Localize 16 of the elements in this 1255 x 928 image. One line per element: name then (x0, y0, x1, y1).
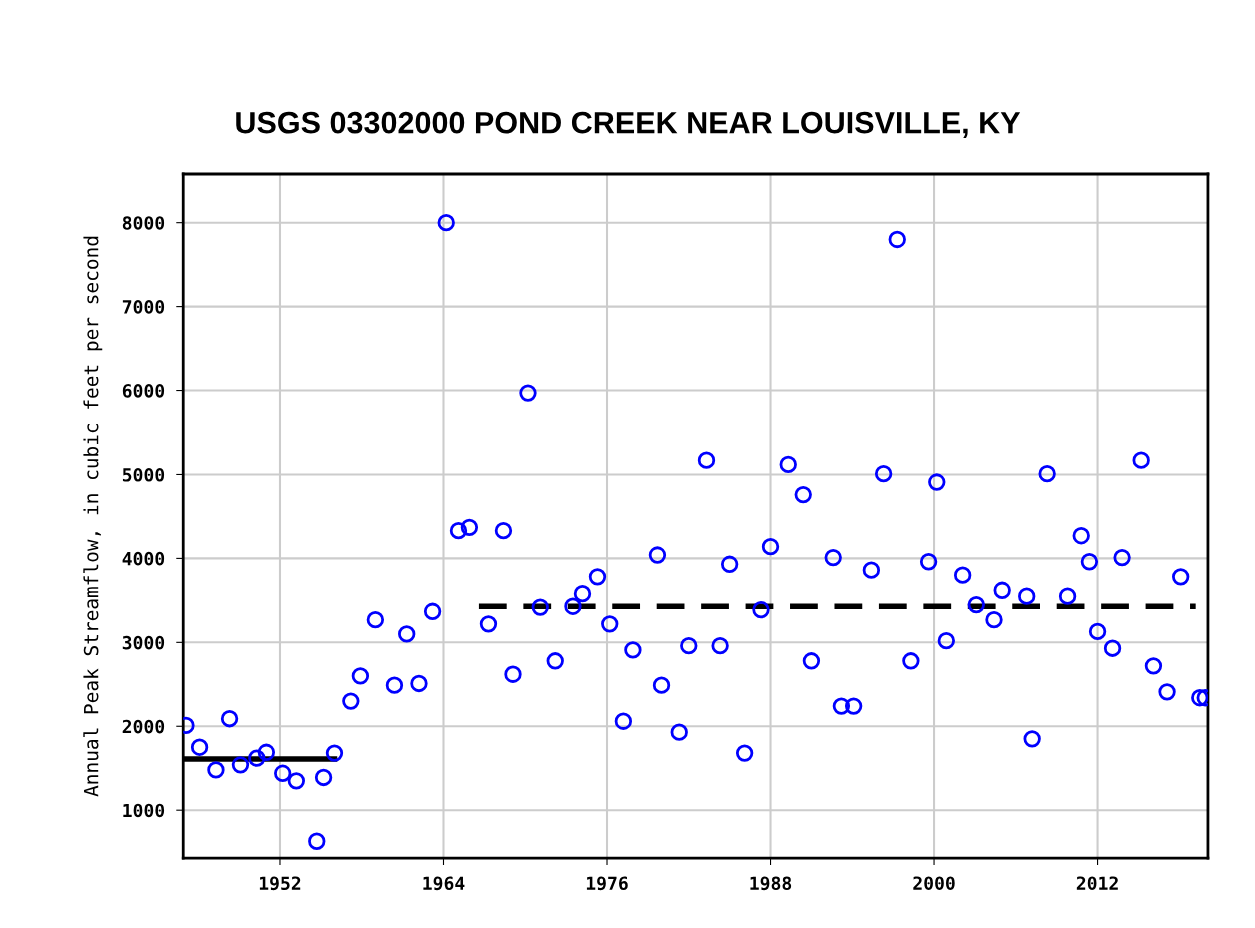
y-tick-label: 3000 (122, 635, 165, 650)
y-axis-title: Annual Peak Streamflow, in cubic feet per second (83, 236, 103, 797)
x-tick-label: 2000 (913, 876, 955, 891)
y-tick-label: 7000 (122, 300, 165, 314)
y-tick-label: 6000 (122, 384, 165, 398)
y-tick-label: 4000 (122, 551, 165, 566)
x-tick-label: 2012 (1076, 876, 1118, 891)
x-tick-label: 1976 (586, 876, 628, 891)
x-tick-label: 1952 (259, 876, 301, 891)
y-tick-label: 8000 (122, 216, 165, 230)
chart-title: USGS 03302000 POND CREEK NEAR LOUISVILLE, KY (236, 111, 1021, 138)
x-tick-label: 1964 (423, 876, 465, 891)
y-tick-label: 1000 (123, 803, 165, 818)
y-tick-label: 2000 (122, 719, 165, 734)
y-tick-label: 5000 (122, 467, 165, 482)
x-tick-label: 1988 (750, 876, 792, 891)
